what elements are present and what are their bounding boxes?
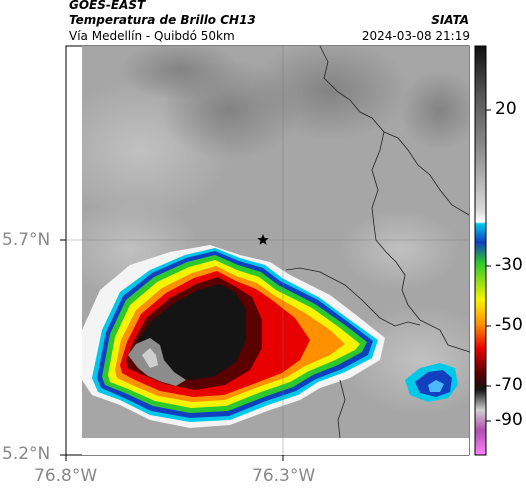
location-star-icon — [257, 234, 269, 245]
lon-tick-76-3: 76.3°W — [252, 466, 316, 486]
lon-tick-76-8: 76.8°W — [34, 466, 98, 486]
product-title: Temperatura de Brillo CH13 — [69, 13, 256, 27]
colorbar-label-minus90: -90 — [495, 410, 523, 430]
lat-tick-5-2: 5.2°N — [2, 444, 51, 464]
lat-tick-5-7: 5.7°N — [2, 230, 51, 250]
satellite-title: GOES-EAST — [69, 0, 146, 12]
colorbar-label-minus50: -50 — [495, 315, 523, 335]
agency-label: SIATA — [431, 13, 469, 27]
region-subtitle: Vía Medellín - Quibdó 50km — [69, 29, 235, 43]
admin-boundaries — [285, 45, 471, 439]
colorbar-label-minus30: -30 — [495, 255, 523, 275]
colorbar-label-20: 20 — [495, 99, 517, 119]
datetime-label: 2024-03-08 21:19 — [361, 29, 470, 43]
colorbar — [474, 45, 487, 456]
grid-lines — [66, 46, 469, 455]
cloud-field — [82, 46, 469, 438]
colorbar-label-minus70: -70 — [495, 375, 523, 395]
